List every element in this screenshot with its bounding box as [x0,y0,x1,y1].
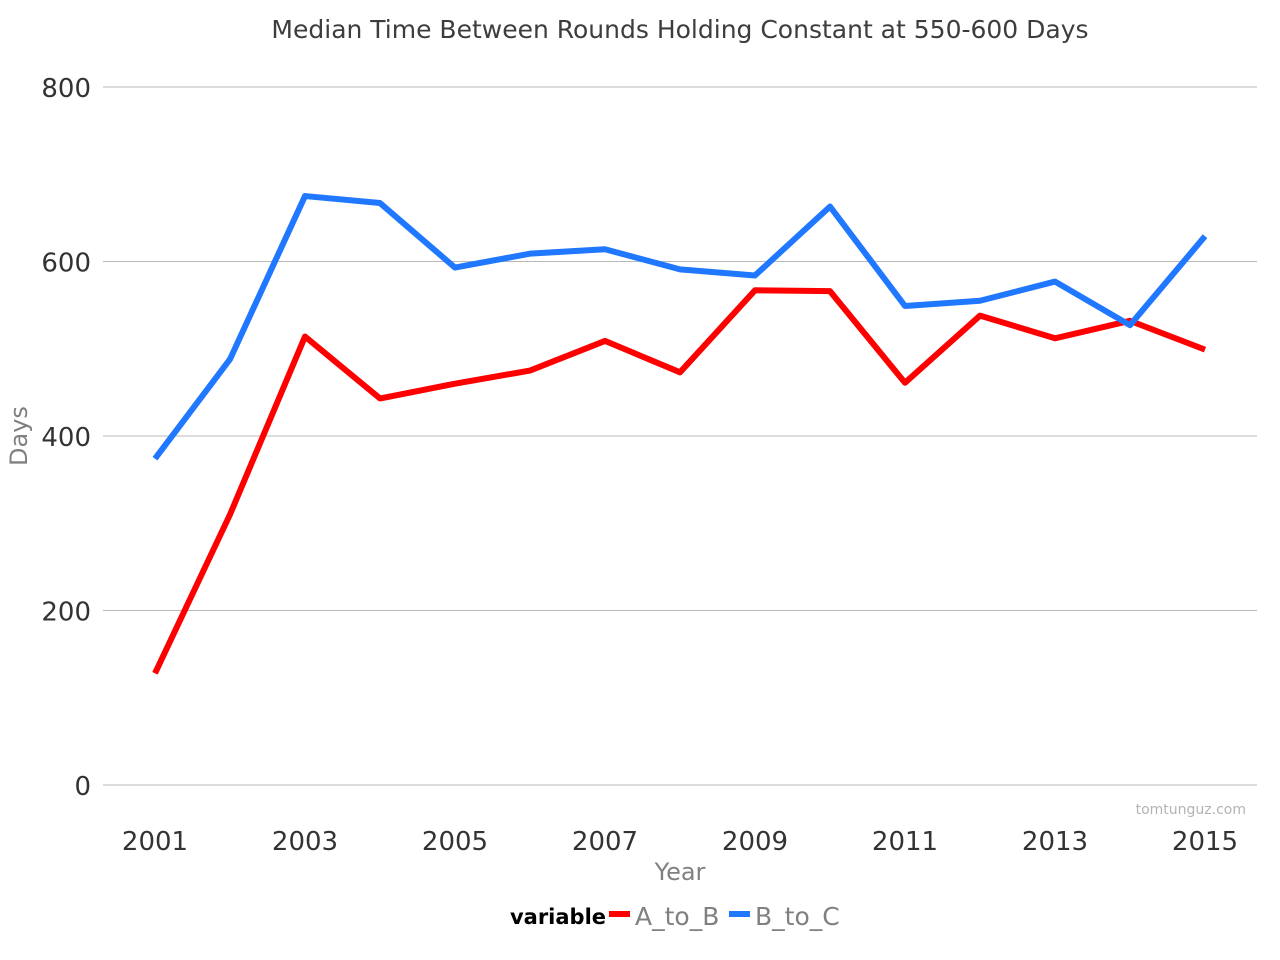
legend-items: A_to_B B_to_C [609,902,840,931]
y-tick-label: 0 [74,772,91,802]
series-line-a-to-b [152,287,1207,675]
legend: variable A_to_B B_to_C [510,902,840,931]
x-tick-label: 2001 [122,827,188,857]
y-tick-label: 400 [41,423,91,453]
gridlines [103,86,1257,786]
y-axis-title: Days [5,406,33,466]
y-axis-ticks: 0 200 400 600 800 [41,74,91,802]
x-axis-ticks: 2001 2003 2005 2007 2009 2011 2013 2015 [122,827,1238,857]
x-tick-label: 2003 [272,827,338,857]
chart-title: Median Time Between Rounds Holding Const… [271,15,1088,44]
y-tick-label: 800 [41,74,91,104]
x-axis-title: Year [654,858,706,886]
x-tick-label: 2007 [572,827,638,857]
x-tick-label: 2009 [722,827,788,857]
legend-label-b-to-c: B_to_C [755,902,840,931]
legend-label-a-to-b: A_to_B [635,902,719,931]
x-tick-label: 2013 [1022,827,1088,857]
legend-title: variable [510,905,606,929]
x-tick-label: 2015 [1172,827,1238,857]
x-tick-label: 2005 [422,827,488,857]
series-line-b-to-c [152,193,1208,461]
x-tick-label: 2011 [872,827,938,857]
series-lines [152,193,1208,675]
watermark: tomtunguz.com [1136,802,1246,818]
y-tick-label: 600 [41,249,91,279]
y-tick-label: 200 [41,598,91,628]
